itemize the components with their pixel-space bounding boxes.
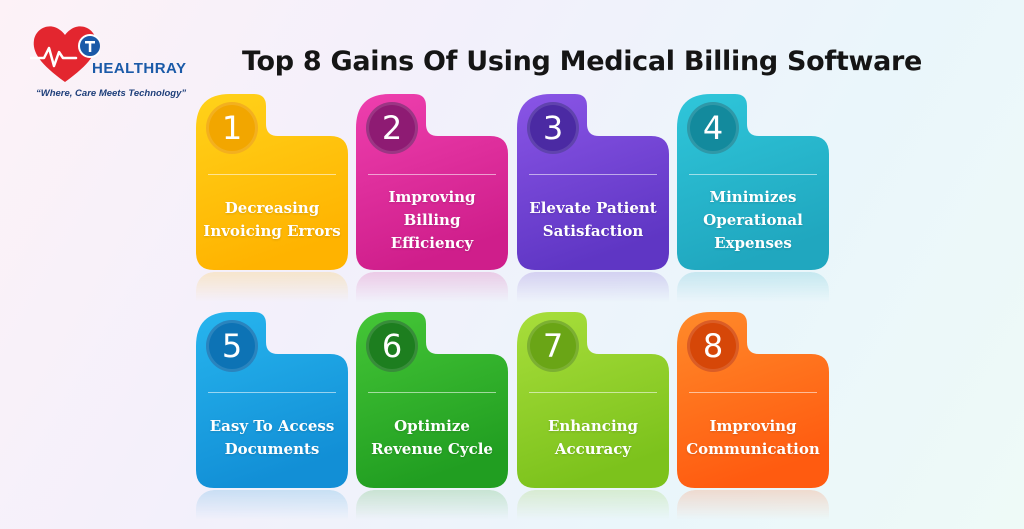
card-label: Minimizes Operational Expenses: [703, 187, 803, 252]
card-divider: [689, 174, 817, 175]
card-divider: [208, 392, 336, 393]
card-divider: [689, 392, 817, 393]
card-number: 4: [687, 102, 739, 154]
card-label: Elevate Patient Satisfaction: [529, 199, 657, 240]
gain-card: 6 Optimize Revenue Cycle: [356, 312, 508, 520]
heart-pulse-icon: [30, 26, 100, 82]
card-number: 7: [527, 320, 579, 372]
brand-name: HEALTHRAY: [92, 60, 187, 77]
card-reflection: [517, 272, 669, 302]
card-number: 6: [366, 320, 418, 372]
card-label: Improving Billing Efficiency: [388, 187, 476, 252]
brand-tagline: “Where, Care Meets Technology”: [36, 88, 187, 99]
healthray-logo: HEALTHRAY “Where, Care Meets Technology”: [30, 22, 210, 102]
gain-card: 1 Decreasing Invoicing Errors: [196, 94, 348, 302]
card-divider: [529, 174, 657, 175]
card-number: 5: [206, 320, 258, 372]
card-number: 2: [366, 102, 418, 154]
card-label: Improving Communication: [686, 417, 820, 458]
gain-card: 8 Improving Communication: [677, 312, 829, 520]
card-reflection: [196, 490, 348, 520]
gain-card: 4 Minimizes Operational Expenses: [677, 94, 829, 302]
page-title: Top 8 Gains Of Using Medical Billing Sof…: [242, 46, 923, 77]
gain-card: 7 Enhancing Accuracy: [517, 312, 669, 520]
gain-card: 2 Improving Billing Efficiency: [356, 94, 508, 302]
card-reflection: [356, 490, 508, 520]
card-reflection: [677, 490, 829, 520]
card-label: Enhancing Accuracy: [547, 417, 639, 458]
card-number: 1: [206, 102, 258, 154]
card-divider: [208, 174, 336, 175]
gain-card: 3 Elevate Patient Satisfaction: [517, 94, 669, 302]
card-divider: [529, 392, 657, 393]
card-reflection: [677, 272, 829, 302]
card-reflection: [196, 272, 348, 302]
card-label: Optimize Revenue Cycle: [371, 417, 493, 458]
gain-card: 5 Easy To Access Documents: [196, 312, 348, 520]
card-number: 8: [687, 320, 739, 372]
card-divider: [368, 392, 496, 393]
card-label: Easy To Access Documents: [209, 417, 335, 458]
card-divider: [368, 174, 496, 175]
card-reflection: [517, 490, 669, 520]
card-number: 3: [527, 102, 579, 154]
card-reflection: [356, 272, 508, 302]
card-label: Decreasing Invoicing Errors: [203, 199, 341, 240]
